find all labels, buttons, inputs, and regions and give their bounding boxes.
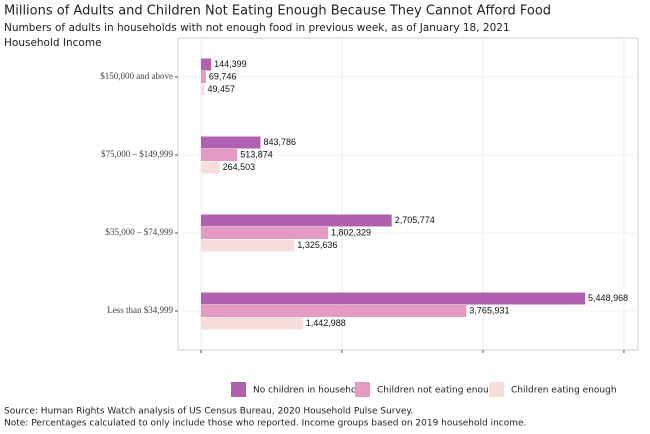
source: Source: Human Rights Watch analysis of U… — [4, 407, 413, 417]
value-label: 1,802,329 — [331, 227, 371, 237]
bar — [200, 149, 238, 161]
y-tick-label: Less than $34,999 — [107, 305, 173, 315]
value-label: 843,786 — [263, 137, 296, 147]
value-label: 5,448,968 — [588, 293, 628, 303]
value-label: 1,442,988 — [306, 318, 346, 328]
y-tick-label: $150,000 and above — [100, 71, 173, 81]
value-label: 49,457 — [207, 84, 235, 94]
value-label: 2,705,774 — [395, 215, 435, 225]
bar — [200, 71, 206, 83]
bar — [200, 136, 261, 149]
bar — [200, 214, 392, 227]
bar — [200, 305, 467, 317]
y-tick-label: $35,000 – $74,999 — [106, 227, 174, 237]
bar — [200, 317, 303, 330]
value-label: 1,325,636 — [297, 240, 337, 250]
chart-subtitle: Numbers of adults in households with not… — [4, 22, 510, 34]
y-axis-title: Household Income — [4, 37, 102, 49]
legend-swatch — [355, 382, 370, 397]
chart-title: Millions of Adults and Children Not Eati… — [4, 4, 551, 19]
legend-label: Children eating enough — [511, 386, 617, 396]
bar — [200, 292, 586, 305]
bar — [200, 83, 205, 96]
value-label: 69,746 — [209, 71, 237, 81]
bar — [200, 161, 220, 174]
legend-swatch — [231, 382, 246, 397]
bar — [200, 227, 329, 239]
bar — [200, 58, 212, 71]
y-tick-label: $75,000 – $149,999 — [101, 149, 174, 159]
value-label: 144,399 — [214, 59, 247, 69]
bar — [200, 239, 295, 252]
value-label: 513,874 — [240, 149, 273, 159]
note: Note: Percentages calculated to only inc… — [4, 419, 526, 429]
legend-swatch — [489, 382, 504, 397]
legend-label: No children in household — [253, 386, 365, 396]
value-label: 264,503 — [223, 162, 256, 172]
value-label: 3,765,931 — [469, 305, 509, 315]
legend-label: Children not eating enough — [377, 386, 500, 396]
